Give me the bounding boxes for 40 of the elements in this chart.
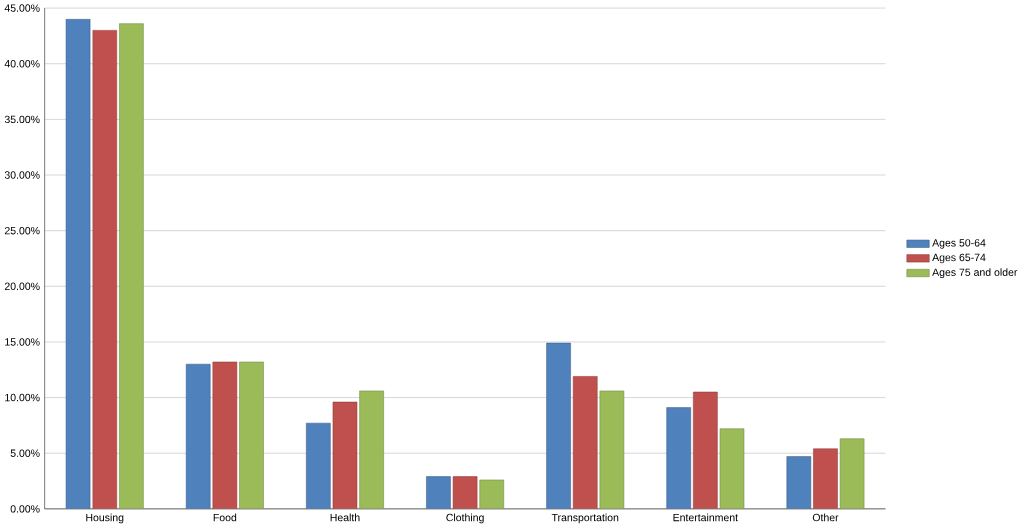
x-tick-label: Clothing xyxy=(446,513,484,524)
x-tick-label: Food xyxy=(213,513,237,522)
legend-label: Ages 65-74 xyxy=(932,253,986,264)
bar xyxy=(693,391,718,510)
y-tick-label: 20.00% xyxy=(4,282,40,291)
y-tick-label: 0.00% xyxy=(10,505,40,513)
x-tick-label: Health xyxy=(330,513,360,522)
x-tick-label: Entertainment xyxy=(673,513,738,522)
y-tick-label: 10.00% xyxy=(5,394,40,402)
bar xyxy=(359,390,384,510)
bar xyxy=(332,401,358,510)
bar xyxy=(65,19,91,510)
bar xyxy=(786,456,812,510)
bar xyxy=(546,342,571,510)
bar xyxy=(719,428,745,510)
y-tick-label: 5.00% xyxy=(10,449,40,458)
legend-label: Ages 50-64 xyxy=(932,239,986,249)
bar xyxy=(426,476,451,510)
bar xyxy=(306,423,331,510)
y-tick-label: 40.00% xyxy=(4,60,40,68)
y-tick-label: 25.00% xyxy=(4,227,40,235)
legend-label: Ages 75 and older xyxy=(932,268,1018,279)
bar xyxy=(185,364,211,510)
y-tick-label: 45.00% xyxy=(4,4,40,12)
bar xyxy=(813,448,838,510)
bar xyxy=(239,361,264,510)
y-tick-label: 15.00% xyxy=(5,338,40,346)
x-tick-label: Transportation xyxy=(551,513,619,524)
bar xyxy=(839,438,865,510)
bar xyxy=(119,23,144,510)
bar xyxy=(479,479,505,510)
bar xyxy=(212,361,238,510)
x-tick-label: Housing xyxy=(86,513,124,524)
bar xyxy=(599,390,625,510)
bar xyxy=(666,407,691,510)
y-tick-label: 30.00% xyxy=(4,171,40,179)
bar xyxy=(572,376,598,510)
x-tick-label: Other xyxy=(812,513,839,522)
y-tick-label: 35.00% xyxy=(4,115,40,124)
bar xyxy=(92,30,118,510)
